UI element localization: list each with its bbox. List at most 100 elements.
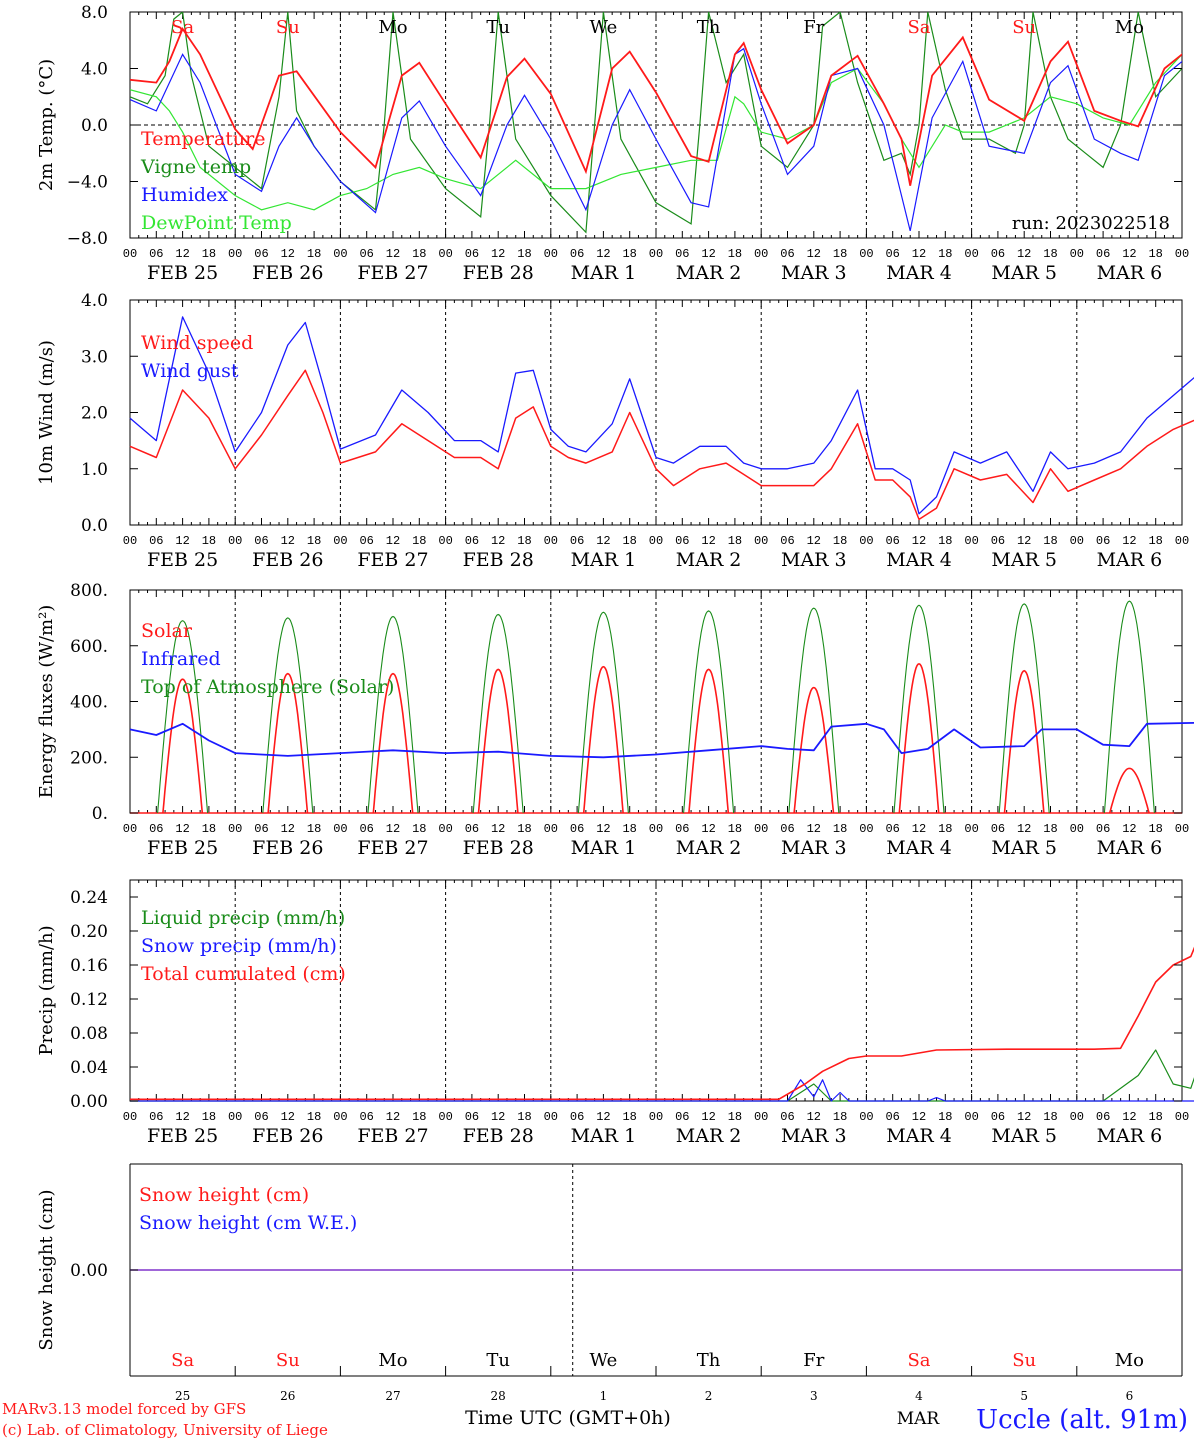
y-axis-title: 10m Wind (m/s): [36, 340, 57, 485]
y-tick-label: 800.: [70, 581, 108, 601]
toa-solar-arc: [577, 611, 629, 814]
hour-tick-label: 06: [570, 1110, 584, 1124]
hour-tick-label: 06: [1096, 247, 1110, 261]
y-tick-label: 0.16: [70, 956, 108, 976]
hour-tick-label: 00: [438, 822, 452, 836]
hour-tick-label: 12: [912, 247, 926, 261]
y-tick-label: −4.0: [67, 173, 108, 193]
weekday-label: Mo: [1115, 1350, 1144, 1371]
hour-tick-label: 12: [1122, 822, 1136, 836]
day-number: 25: [175, 1389, 190, 1403]
hour-tick-label: 00: [964, 1110, 978, 1124]
hour-tick-label: 18: [622, 1110, 636, 1124]
hour-tick-label: 18: [833, 822, 847, 836]
hour-tick-label: 00: [1175, 534, 1189, 548]
solar-arc: [1108, 767, 1150, 814]
hour-tick-label: 18: [517, 822, 531, 836]
weekday-label: Fr: [803, 17, 824, 38]
solar-arc: [162, 678, 204, 814]
weekday-labels-bottom: Sa Su Mo Tu We Th Fr Sa Su Mo: [171, 1350, 1144, 1371]
hour-tick-label: 00: [1175, 1110, 1189, 1124]
weekday-label: Sa: [907, 1350, 930, 1371]
hour-tick-label: 00: [544, 822, 558, 836]
y-tick-label: 2.0: [81, 404, 108, 424]
hour-tick-label: 06: [1096, 1110, 1110, 1124]
date-label: MAR 1: [571, 262, 637, 284]
hour-tick-label: 00: [333, 247, 347, 261]
toa-solar-arc: [683, 610, 735, 814]
hour-tick-label: 06: [359, 534, 373, 548]
hour-tick-label: 12: [1017, 822, 1031, 836]
weekday-label: Th: [697, 1350, 721, 1371]
hour-tick-label: 18: [517, 247, 531, 261]
hour-tick-label: 18: [202, 534, 216, 548]
legend-entry: Humidex: [141, 184, 228, 206]
day-number: 5: [1020, 1389, 1028, 1403]
hour-tick-label: 06: [1096, 534, 1110, 548]
hour-tick-label: 00: [544, 1110, 558, 1124]
weekday-label: Su: [1012, 17, 1036, 38]
hour-tick-label: 12: [912, 1110, 926, 1124]
legend-entry: Wind gust: [141, 360, 239, 382]
date-label: MAR 2: [676, 837, 742, 859]
temp-series-line: [130, 27, 1182, 186]
hour-tick-label: 06: [570, 534, 584, 548]
day-number: 2: [705, 1389, 713, 1403]
hour-tick-label: 18: [412, 247, 426, 261]
day-number: 27: [385, 1389, 400, 1403]
y-axis-title: 2m Temp. (°C): [36, 59, 57, 191]
hour-tick-label: 12: [1122, 534, 1136, 548]
hour-tick-label: 18: [1043, 822, 1057, 836]
hour-tick-label: 12: [1122, 1110, 1136, 1124]
wind-panel-ticks: [129, 300, 1183, 525]
y-tick-label: 8.0: [81, 3, 108, 23]
hour-tick-label: 18: [202, 822, 216, 836]
hour-tick-label: 12: [281, 822, 295, 836]
legend-entry: Vigne temp: [140, 156, 251, 178]
hour-tick-label: 18: [622, 534, 636, 548]
hour-tick-label: 18: [622, 247, 636, 261]
weekday-label: Mo: [378, 17, 407, 38]
hour-tick-label: 18: [1148, 1110, 1162, 1124]
y-axis-title: Snow height (cm): [36, 1189, 57, 1350]
hour-tick-label: 12: [1017, 247, 1031, 261]
toa-solar-arc: [1103, 600, 1155, 814]
hour-tick-label: 00: [649, 822, 663, 836]
hour-tick-label: 18: [938, 534, 952, 548]
hour-tick-label: 18: [1148, 534, 1162, 548]
wind-panel-day-dividers: [234, 300, 1078, 525]
hour-tick-label: 06: [885, 534, 899, 548]
hour-tick-label: 06: [254, 822, 268, 836]
day-number: 26: [280, 1389, 295, 1403]
hour-tick-label: 00: [859, 534, 873, 548]
hour-tick-label: 06: [149, 822, 163, 836]
hour-tick-label: 18: [1043, 1110, 1057, 1124]
precip-legend: Liquid precip (mm/h) Snow precip (mm/h) To…: [141, 907, 346, 985]
weekday-label: Fr: [803, 1350, 824, 1371]
x-axis-title: Time UTC (GMT+0h): [465, 1407, 671, 1429]
hour-tick-label: 00: [333, 534, 347, 548]
hour-tick-label: 00: [754, 822, 768, 836]
day-number-labels: 25 26 27 28 1 2 3 4 5 6: [175, 1389, 1133, 1403]
month-label: MAR: [897, 1409, 941, 1429]
y-tick-label: 4.0: [81, 291, 108, 311]
date-label: MAR 2: [676, 262, 742, 284]
temp-y-axis: 8.0 4.0 0.0 −4.0 −8.0 2m Temp. (°C): [36, 3, 1182, 249]
date-label: MAR 4: [886, 1125, 952, 1147]
date-label: FEB 25: [147, 837, 218, 859]
hour-tick-label: 18: [728, 822, 742, 836]
date-label: MAR 3: [781, 262, 847, 284]
hour-tick-label: 00: [438, 247, 452, 261]
y-tick-label: 3.0: [81, 347, 108, 367]
legend-entry: Wind speed: [141, 332, 253, 354]
date-label: MAR 2: [676, 549, 742, 571]
date-label: MAR 5: [991, 549, 1057, 571]
hour-tick-label: 12: [807, 822, 821, 836]
hour-tick-label: 06: [359, 1110, 373, 1124]
precip-y-axis: 0.24 0.20 0.16 0.12 0.08 0.04 0.00 Precip (mm/h…: [36, 888, 1182, 1112]
hour-tick-label: 06: [254, 247, 268, 261]
solar-arc: [582, 665, 624, 814]
date-label: MAR 4: [886, 262, 952, 284]
